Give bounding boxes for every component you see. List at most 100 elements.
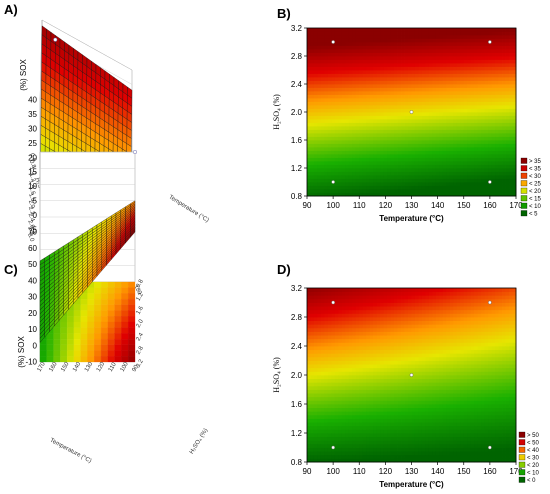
chart-a-y-tick-label: 2.2 — [27, 206, 36, 217]
chart-c-x-axis-title: Temperature (°C) — [49, 438, 93, 465]
chart-b-legend-swatch — [520, 180, 528, 187]
chart-c-x-tick-label: 120 — [96, 361, 107, 373]
chart-b-x-tick-label: 130 — [405, 201, 419, 210]
chart-a-y-tick-label: 2.0 — [27, 199, 36, 210]
chart-c-y-tick-label: 3.2 — [136, 358, 146, 369]
chart-d-legend-label: < 50 — [527, 441, 540, 447]
chart-b-legend-swatch — [520, 210, 528, 217]
chart-d-x-tick-label: 110 — [353, 467, 366, 476]
panel-label-c: C) — [4, 262, 18, 277]
chart-a-y-tick-label: 1.4 — [27, 179, 36, 190]
chart-d-x-tick-label: 120 — [379, 467, 393, 476]
chart-d-legend-label: < 10 — [527, 471, 540, 477]
chart-b-x-tick-label: 170 — [509, 201, 523, 210]
chart-d-x-tick-label: 150 — [457, 467, 471, 476]
chart-d-legend-label: < 40 — [527, 448, 540, 454]
chart-d-legend-swatch — [518, 439, 526, 446]
chart-d-legend-swatch — [518, 446, 526, 453]
chart-c-y-tick-label: 2.0 — [136, 318, 146, 329]
chart-b-legend-label: < 15 — [529, 197, 542, 203]
chart-a-z-tick-label: 40 — [28, 96, 37, 105]
chart-d-y-tick-label: 2.4 — [291, 342, 303, 351]
chart-b-y-tick-label: 0.8 — [291, 192, 303, 201]
chart-d-legend-swatch — [518, 461, 526, 468]
chart-d-y-tick-label: 2.0 — [291, 371, 303, 380]
chart-a-z-tick-label: 25 — [28, 139, 37, 148]
chart-d-design-point — [488, 445, 492, 450]
chart-c-x-tick-label: 90 — [132, 364, 141, 373]
chart-b-design-point — [488, 180, 492, 184]
chart-b-legend-label: < 35 — [529, 167, 542, 173]
chart-c-y-tick-label: 1.2 — [136, 292, 146, 303]
chart-a-z-tick-label: -5 — [30, 226, 38, 235]
chart-b-x-tick-label: 110 — [353, 201, 366, 210]
chart-b-y-axis-title: H₂SO₄ (%) — [272, 94, 281, 130]
chart-b-legend-swatch — [520, 202, 528, 209]
chart-d-y-tick-label: 1.6 — [291, 400, 303, 409]
chart-d-design-point — [409, 373, 414, 377]
chart-b-y-tick-label: 2.0 — [291, 108, 303, 117]
chart-d-y-tick-label: 2.8 — [291, 313, 303, 322]
chart-a-y-tick-label: 1.6 — [27, 186, 36, 197]
chart-c-x-tick-label: 100 — [120, 361, 131, 373]
chart-d-x-tick-label: 90 — [303, 467, 312, 476]
chart-d-x-tick-label: 130 — [405, 467, 419, 476]
chart-a-x-axis-title: Temperature (°C) — [167, 194, 209, 224]
chart-a-z-tick-label: 30 — [28, 124, 37, 133]
chart-b-design-point — [331, 40, 335, 44]
chart-d-x-tick-label: 160 — [483, 467, 497, 476]
chart-d-x-tick-label: 140 — [431, 467, 445, 476]
chart-d-y-tick-label: 3.2 — [291, 284, 303, 293]
chart-c-z-tick-label: 30 — [28, 293, 37, 302]
panel-label-a: A) — [4, 2, 18, 17]
chart-b-legend-label: < 20 — [529, 189, 542, 195]
chart-b-contour-plot: 90 100 110 120 130 140 150 160 170 0.8 1.2 1.6 2.0 2.… — [272, 24, 542, 223]
chart-b-x-tick-label: 120 — [379, 201, 393, 210]
chart-c-z-tick-label: 60 — [28, 244, 37, 253]
chart-c-y-tick-label: 2.4 — [136, 332, 146, 343]
panel-label-d: D) — [277, 262, 291, 277]
chart-d-legend-swatch — [518, 476, 526, 483]
chart-c-z-tick-label: -10 — [25, 358, 37, 367]
chart-b-x-tick-label: 160 — [483, 201, 497, 210]
chart-b-x-tick-label: 90 — [303, 201, 312, 210]
chart-a-design-point — [53, 37, 58, 42]
chart-c-z-axis-title: (%) SOX — [17, 336, 26, 368]
chart-b-design-point — [409, 110, 414, 114]
chart-c-x-tick-label: 140 — [72, 361, 83, 373]
chart-d-legend-label: < 20 — [527, 463, 540, 469]
chart-d-y-tick-label: 1.2 — [291, 429, 303, 438]
chart-b-y-tick-label: 2.8 — [291, 52, 303, 61]
chart-a-z-axis-title: (%) SOX — [19, 59, 28, 91]
chart-a-z-tick-label: 15 — [28, 168, 37, 177]
chart-a-z-tick-label: 5 — [33, 197, 38, 206]
chart-b-design-point — [331, 180, 335, 184]
chart-c-z-tick-label: 20 — [28, 309, 37, 318]
chart-b-legend-label: < 5 — [529, 212, 538, 218]
chart-b-legend-swatch — [520, 165, 528, 172]
chart-a-z-tick-label: 35 — [28, 110, 37, 119]
chart-b-design-point — [488, 40, 492, 44]
chart-b-y-tick-label: 1.6 — [291, 136, 303, 145]
chart-b-x-tick-label: 150 — [457, 201, 471, 210]
chart-b-legend-swatch — [520, 195, 528, 202]
chart-a-y-tick-label: 2.6 — [26, 219, 35, 230]
chart-a-y-tick-label: 3.0 — [26, 233, 35, 244]
chart-d-x-axis-title: Temperature (°C) — [379, 480, 444, 489]
chart-b-y-tick-label: 1.2 — [291, 164, 303, 173]
chart-c-x-tick-label: 160 — [48, 361, 59, 373]
chart-a-y-tick-label: 0.8 — [28, 159, 37, 170]
chart-c-z-tick-label: 40 — [28, 276, 37, 285]
chart-a-y-tick-label: 2.8 — [26, 226, 35, 237]
chart-b-legend-swatch — [520, 172, 528, 179]
chart-d-y-tick-label: 0.8 — [291, 458, 303, 467]
chart-b-legend-label: < 25 — [529, 182, 542, 188]
chart-d-design-point — [488, 300, 492, 305]
chart-a-y-tick-label: 1.2 — [28, 173, 37, 184]
chart-c-x-tick-label: 170 — [37, 361, 48, 373]
chart-d-design-point — [331, 300, 335, 305]
chart-b-legend-label: < 10 — [529, 204, 542, 210]
chart-a-x-tick-label: 180 — [132, 284, 142, 296]
